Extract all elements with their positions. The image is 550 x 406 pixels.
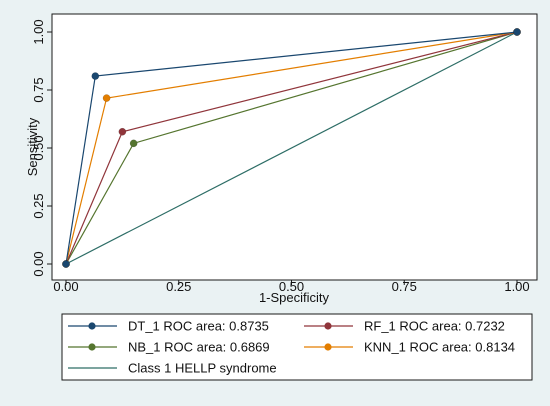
y-tick-label-3: 0.75 — [31, 77, 46, 102]
y-tick-label-0: 0.00 — [31, 251, 46, 276]
y-tick-label-4: 1.00 — [31, 19, 46, 44]
series-0-point-2 — [513, 28, 521, 36]
series-0-point-1 — [91, 72, 100, 80]
x-tick-label-3: 0.75 — [392, 279, 417, 294]
legend-label-3: KNN_1 ROC area: 0.8134 — [364, 340, 515, 355]
legend-marker-2 — [88, 343, 96, 351]
series-line-4 — [65, 31, 518, 265]
series-0-point-0 — [62, 260, 70, 268]
series-layer — [62, 28, 521, 268]
y-tick-label-2: 0.50 — [31, 135, 46, 160]
series-1-point-1 — [118, 127, 127, 136]
x-tick-label-1: 0.25 — [166, 279, 191, 294]
legend-label-2: NB_1 ROC area: 0.6869 — [128, 340, 270, 355]
series-3-point-1 — [102, 94, 111, 102]
legend-label-0: DT_1 ROC area: 0.8735 — [128, 319, 269, 334]
legend-box — [61, 313, 533, 381]
x-tick-label-0: 0.00 — [53, 279, 78, 294]
y-tick-label-1: 0.25 — [31, 193, 46, 218]
y-axis: 0.00 0.25 0.50 0.75 1.00 — [31, 19, 52, 277]
legend-marker-0 — [88, 322, 96, 330]
x-tick-label-4: 1.00 — [504, 279, 529, 294]
legend: DT_1 ROC area: 0.8735 RF_1 ROC area: 0.72… — [68, 319, 515, 376]
legend-marker-3 — [324, 343, 332, 351]
y-axis-title: Sensitivity — [25, 117, 40, 176]
x-axis: 0.00 0.25 0.50 0.75 1.00 — [53, 279, 529, 294]
x-tick-label-2: 0.50 — [279, 279, 304, 294]
x-axis-title: 1-Specificity — [259, 290, 330, 305]
legend-marker-1 — [324, 322, 332, 330]
series-2-point-1 — [129, 139, 138, 148]
legend-label-4: Class 1 HELLP syndrome — [128, 361, 277, 376]
legend-label-1: RF_1 ROC area: 0.7232 — [364, 319, 505, 334]
